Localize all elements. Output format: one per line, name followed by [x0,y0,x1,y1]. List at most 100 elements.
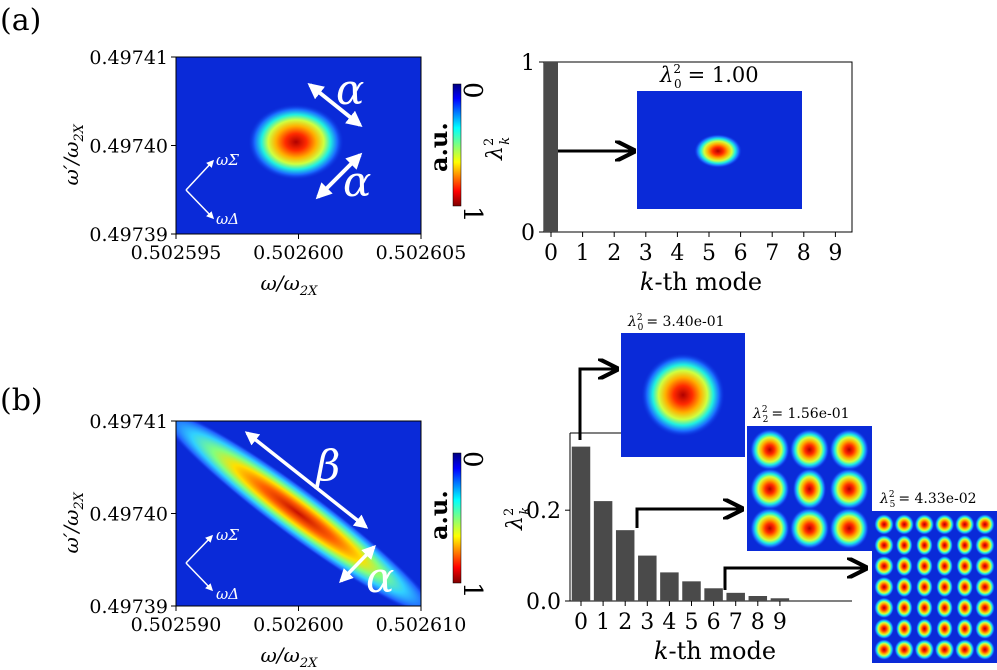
a-right-xtick-label: 1 [576,241,590,266]
a-right-xtick-label: 3 [639,241,653,266]
alpha-label-a1: α [336,65,364,114]
inset-b-mode2: λ2 2 = 1.56e-01 [747,405,872,551]
inset-b5-title: λ2 5 = 4.33e-02 [879,490,977,510]
mode-lobe [895,597,913,619]
mode-lobe [936,555,954,577]
mode-lobe [915,618,933,640]
axis-a-left: 0.502595 0.502600 0.502605 0.49741 0.49740 0.… [59,47,466,299]
b-left-xlabel: ω/ω2X [261,643,319,670]
mode-lobe [915,555,933,577]
mode-lobe [956,576,974,598]
b-right-bar [638,555,657,601]
mode-lobe [915,597,933,619]
b-left-xtick-label: 0.502600 [253,614,344,636]
inset-a-title: λ2 0 = 1.00 [659,62,759,91]
b-right-xtick-label: 1 [596,610,610,635]
mode-lobe [974,555,995,577]
b-right-xtick-label: 5 [685,610,699,635]
a-right-xtick-label: 2 [607,241,621,266]
b-right-xtick-label: 4 [662,610,676,635]
a-left-xlabel: ω/ω2X [261,271,319,299]
arrow-b-mode2 [635,509,742,528]
mode-lobe [792,468,827,510]
a-left-ylabel: ω′/ω2X [59,123,87,185]
a-right-ylabel: λ2k [482,137,513,161]
inset-b0-title: λ2 0 = 3.40e-01 [627,313,725,333]
basis-sigma-b: ωΣ [216,526,239,544]
mode-lobe [974,534,995,556]
basis-delta-b: ωΔ [216,585,239,603]
b-left-ytick-label: 0.49741 [89,411,168,433]
b-right-bar [615,530,635,601]
inset-b2-title: λ2 2 = 1.56e-01 [752,405,850,425]
b-left-xtick-label: 0.502610 [376,614,467,636]
beta-label-b: β [314,441,340,490]
b-right-ytick-label: 0.2 [526,499,561,524]
b-right-ytick-label: 0.0 [526,590,561,615]
b-right-xtick-label: 6 [707,610,721,635]
mode-lobe [874,639,895,661]
a-left-ytick-label: 0.49741 [89,47,168,69]
b-right-bar [770,598,790,601]
mode-lobe [915,576,933,598]
mode-lobe [894,639,915,661]
colorbar-a-bottom: 1 [457,206,487,223]
mode-lobe [934,639,955,661]
mode-lobe [954,639,975,661]
a-right-xtick-label: 0 [544,241,558,266]
mode-lobe [829,428,870,471]
b-right-xtick-label: 2 [618,610,632,635]
mode-lobe [789,507,830,550]
mode-lobe [936,576,954,598]
colorbar-a: 0 1 a.u. [424,82,487,223]
b-right-bar [748,596,768,601]
mode-lobe [974,597,995,619]
mode-lobe [936,618,954,640]
colorbar-b-label: a.u. [424,490,453,540]
panel-label-a: (a) [0,3,41,38]
alpha-label-b: α [366,553,394,602]
b-right-xtick-label: 3 [640,610,654,635]
colorbar-b-top: 0 [457,451,487,468]
mode-lobe [749,507,790,550]
a-left-xtick-label: 0.502595 [131,242,222,264]
mode-lobe [974,513,995,535]
a-left-xtick-label: 0.502600 [253,242,344,264]
inset-a: λ2 0 = 1.00 [637,62,802,209]
b-right-bar [682,581,701,601]
alpha-label-a2: α [343,157,371,206]
mode-lobe [934,513,955,535]
b-right-xtick-label: 7 [729,610,743,635]
mode-lobe [874,513,895,535]
axis-b-left: 0.502590 0.502600 0.502610 0.49741 0.49740 0.… [59,411,466,670]
b-right-xtick-label: 9 [773,610,787,635]
a-right-xtick-label: 7 [765,241,779,266]
mode-lobe [895,555,913,577]
a-right-xtick-label: 9 [828,241,842,266]
b-right-bar [726,592,745,601]
arrow-b-mode0 [578,369,617,440]
a-right-xtick-label: 4 [670,241,684,266]
mode-lobe [829,468,870,510]
a-right-bar [544,62,558,232]
mode-lobe [874,618,895,640]
a-left-ytick-label: 0.49740 [89,136,168,158]
a-right-xtick-label: 6 [734,241,748,266]
mode-lobe [749,468,790,510]
b-right-bar [571,446,591,601]
mode-lobe [956,597,974,619]
a-left-ytick-label: 0.49739 [89,224,168,246]
mode-lobe [895,576,913,598]
colorbar-b-bottom: 1 [457,582,487,599]
b-right-bar [593,501,613,601]
b-right-bar [704,588,723,601]
mode-lobe [974,618,995,640]
mode-lobe [954,513,975,535]
mode-lobe [874,534,895,556]
mode-lobe [956,555,974,577]
panel-label-b: (b) [0,383,43,418]
b-left-ytick-label: 0.49739 [89,596,168,618]
mode-lobe [874,576,895,598]
